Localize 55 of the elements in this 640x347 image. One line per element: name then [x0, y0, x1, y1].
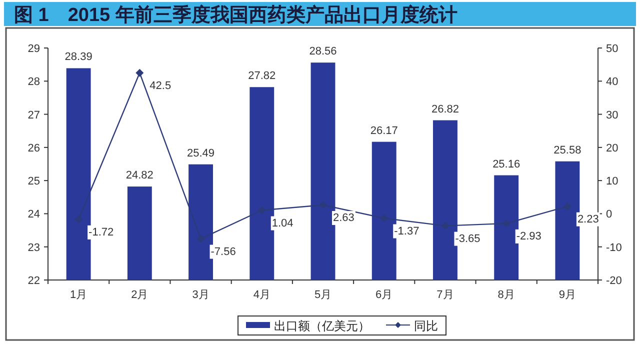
data-label: 28.56 [309, 46, 337, 58]
data-label: -1.37 [394, 225, 420, 238]
y-tick-label: 28 [28, 76, 40, 88]
y-tick-label: 24 [28, 208, 40, 221]
legend-label: 出口额（亿美元） [274, 319, 370, 333]
data-label: -1.72 [88, 226, 114, 238]
y2-tick-label: 20 [606, 142, 618, 154]
point [196, 234, 205, 243]
point [563, 202, 572, 210]
point [74, 215, 83, 224]
data-label: 25.58 [554, 144, 582, 156]
data-label: 28.39 [64, 51, 92, 64]
point [258, 206, 266, 214]
y2-tick-label: -10 [606, 242, 622, 254]
data-label: 2.23 [577, 213, 599, 226]
chart-title: 图 1 2015 年前三季度我国西药类产品出口月度统计 [14, 4, 458, 26]
point [502, 219, 510, 228]
x-tick-label: 8月 [498, 289, 515, 301]
data-label: 2.63 [333, 212, 354, 224]
x-tick-label: 6月 [376, 289, 393, 301]
x-tick-label: 5月 [314, 289, 332, 301]
y2-tick-label: 0 [606, 208, 612, 221]
y-tick-label: 29 [28, 43, 40, 55]
y-tick-label: 27 [28, 109, 40, 122]
data-label: 27.82 [248, 70, 276, 82]
point [319, 201, 327, 209]
y2-tick-label: -20 [606, 275, 622, 287]
x-tick-label: 9月 [558, 289, 576, 301]
data-label: 25.49 [187, 147, 215, 160]
data-label: -7.56 [210, 246, 236, 258]
y2-tick-label: 50 [606, 43, 618, 55]
y-tick-label: 23 [28, 242, 40, 254]
data-label: 25.16 [492, 158, 520, 170]
x-tick-label: 7月 [436, 289, 454, 301]
data-label: -3.65 [455, 232, 480, 245]
legend-label: 同比 [414, 319, 438, 333]
y2-tick-label: 40 [606, 76, 618, 88]
y2-tick-label: 30 [606, 109, 618, 122]
point [136, 68, 144, 77]
data-label: 1.04 [272, 217, 294, 230]
x-tick-label: 1月 [70, 289, 88, 301]
point [380, 214, 388, 222]
data-label: 24.82 [126, 170, 154, 182]
x-tick-label: 4月 [253, 289, 270, 301]
y-tick-label: 22 [28, 275, 40, 287]
point [441, 222, 450, 230]
y-tick-label: 26 [28, 142, 40, 154]
x-tick-label: 3月 [192, 289, 210, 301]
data-label: 26.82 [431, 103, 459, 116]
x-tick-label: 2月 [131, 289, 148, 301]
data-label: -2.93 [516, 230, 542, 242]
data-label: 26.17 [370, 124, 398, 137]
data-label: 42.5 [150, 80, 172, 92]
y-tick-label: 25 [28, 176, 40, 188]
y2-tick-label: 10 [606, 176, 618, 188]
